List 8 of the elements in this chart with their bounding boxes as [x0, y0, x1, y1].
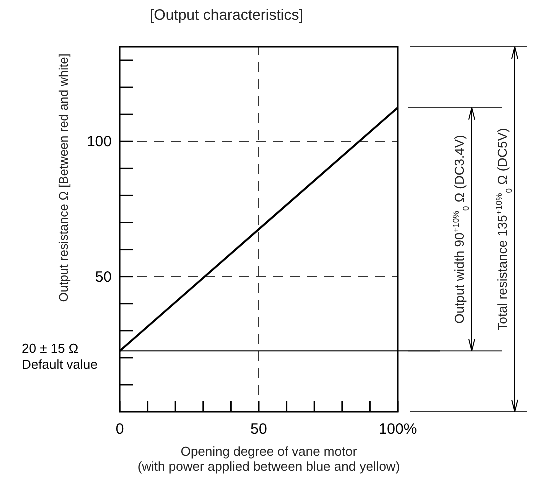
ref-line-label: 20 ± 15 Ω Default value [22, 341, 98, 372]
x-tick-label: 50 [250, 421, 268, 438]
x-tick-label: 0 [116, 421, 124, 438]
y-tick-label: 100 [86, 134, 112, 151]
chart-title: [Output characteristics] [150, 7, 304, 24]
x-tick-label: 100% [378, 421, 418, 438]
y-axis-title: Output resistance Ω [Between red and white] [57, 54, 71, 302]
x-axis-title: Opening degree of vane motor (with power applied between blue and yellow) [138, 444, 400, 474]
